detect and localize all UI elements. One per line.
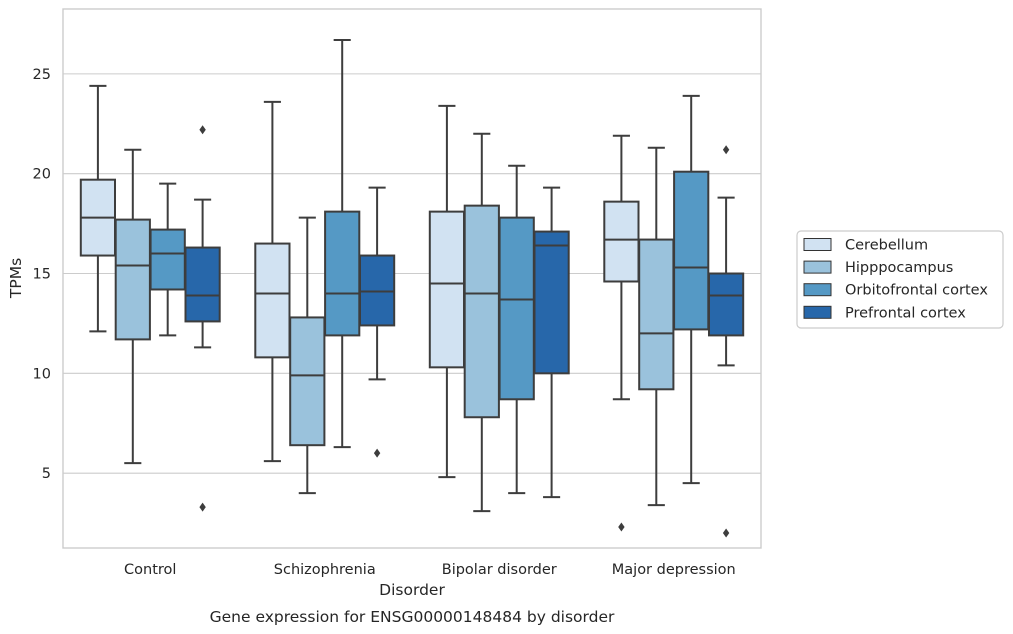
y-tick-label: 5 xyxy=(42,466,51,482)
box xyxy=(707,145,745,538)
legend-swatch xyxy=(803,305,832,319)
box xyxy=(149,182,186,337)
box-body xyxy=(114,218,151,341)
box-body xyxy=(498,216,535,401)
legend-swatch xyxy=(803,283,832,297)
legend: Cerebellum Hipppocampus Orbitofrontal cort… xyxy=(796,230,1004,329)
box xyxy=(184,125,221,512)
x-tick-label: Schizophrenia xyxy=(274,562,376,578)
legend-entry: Orbitofrontal cortex xyxy=(803,283,988,299)
box-body xyxy=(289,316,326,447)
chart-caption: Gene expression for ENSG00000148484 by d… xyxy=(210,608,615,626)
legend-entry: Hipppocampus xyxy=(803,260,953,276)
box-body xyxy=(324,210,361,337)
box-body xyxy=(463,204,500,419)
legend-label: Hipppocampus xyxy=(845,260,953,276)
legend-label: Cerebellum xyxy=(845,238,928,254)
box-body xyxy=(428,210,466,369)
legend-swatch xyxy=(803,260,832,274)
box xyxy=(673,94,710,485)
outlier-point xyxy=(373,448,381,458)
box xyxy=(498,164,535,495)
box-body xyxy=(707,272,745,337)
box xyxy=(114,148,151,465)
y-axis-label: TPMs xyxy=(7,258,25,299)
box xyxy=(533,186,570,499)
x-axis-label: Disorder xyxy=(379,581,445,599)
box-body xyxy=(638,238,675,391)
series-prefrontal-cortex xyxy=(184,125,745,538)
outlier-point xyxy=(199,125,206,135)
y-tick-label: 20 xyxy=(33,167,51,183)
series-hipppocampus xyxy=(114,132,675,513)
outlier-point xyxy=(722,145,730,155)
box-body xyxy=(184,246,221,323)
y-tick-label: 10 xyxy=(33,366,51,382)
x-tick-label: Bipolar disorder xyxy=(442,562,557,578)
box-body xyxy=(149,228,186,291)
outlier-point xyxy=(722,528,730,538)
box xyxy=(463,132,500,513)
box xyxy=(358,186,396,458)
y-tick-label: 25 xyxy=(33,67,51,83)
legend-label: Prefrontal cortex xyxy=(845,305,966,321)
box xyxy=(603,134,640,401)
box-series xyxy=(79,38,745,538)
legend-frame xyxy=(796,230,1004,329)
box-body xyxy=(603,200,640,283)
plot-border xyxy=(62,8,762,549)
box xyxy=(289,216,326,495)
series-cerebellum xyxy=(79,84,640,479)
legend-swatch xyxy=(803,238,832,251)
legend-label: Orbitofrontal cortex xyxy=(845,283,988,299)
x-tick-label: Major depression xyxy=(612,562,736,578)
x-tick-label: Control xyxy=(124,562,176,578)
box xyxy=(324,38,361,449)
outlier-point xyxy=(618,522,625,532)
box xyxy=(428,104,466,479)
box xyxy=(638,146,675,507)
y-tick-label: 15 xyxy=(33,267,51,283)
box-body xyxy=(254,242,291,359)
outlier-point xyxy=(199,502,206,512)
box-body xyxy=(673,170,710,331)
legend-entry: Prefrontal cortex xyxy=(803,305,966,321)
x-tick-labels: Control Schizophrenia Bipolar disorder Majo… xyxy=(124,562,736,578)
axes-frame xyxy=(62,8,762,549)
series-orbitofrontal-cortex xyxy=(149,38,710,495)
y-tick-labels: 5 10 15 20 25 xyxy=(33,67,51,482)
box xyxy=(254,100,291,463)
legend-entry: Cerebellum xyxy=(803,238,928,254)
box xyxy=(79,84,117,333)
box-body xyxy=(533,230,570,375)
